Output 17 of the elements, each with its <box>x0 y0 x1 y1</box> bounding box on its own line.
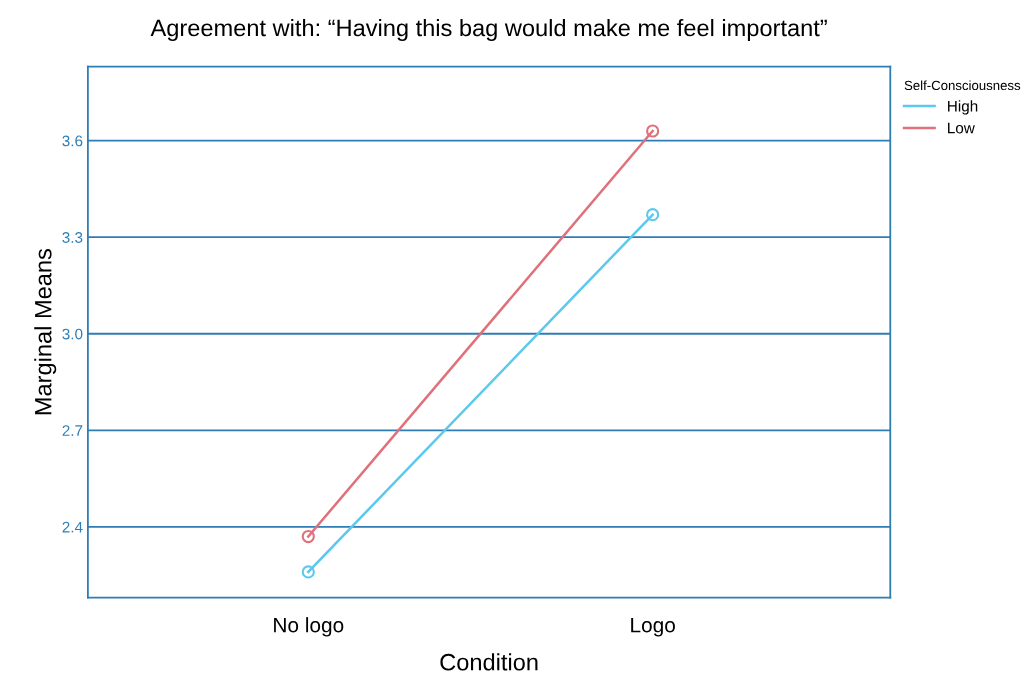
y-tick-label: 2.4 <box>62 521 83 533</box>
y-tick-label: 3.0 <box>62 328 83 340</box>
x-tick-label: No logo <box>274 617 344 637</box>
y-tick-label: 3.3 <box>62 232 83 243</box>
point <box>301 529 315 544</box>
legend-label: Low <box>948 122 975 134</box>
legend-label: High <box>948 100 978 115</box>
chart-title: Agreement with: “Having this bag would make me feel important” <box>150 18 827 41</box>
x-axis-title: Condition <box>440 653 538 671</box>
point <box>646 124 660 138</box>
y-tick-label: 3.6 <box>62 135 83 147</box>
legend-title: Self-Consciousness <box>904 80 1021 91</box>
x-tick-label: Logo <box>631 617 675 637</box>
y-tick-label: 2.7 <box>62 425 83 436</box>
y-axis-title: Marginal Means <box>34 249 57 415</box>
point <box>301 565 315 579</box>
point <box>646 208 660 222</box>
